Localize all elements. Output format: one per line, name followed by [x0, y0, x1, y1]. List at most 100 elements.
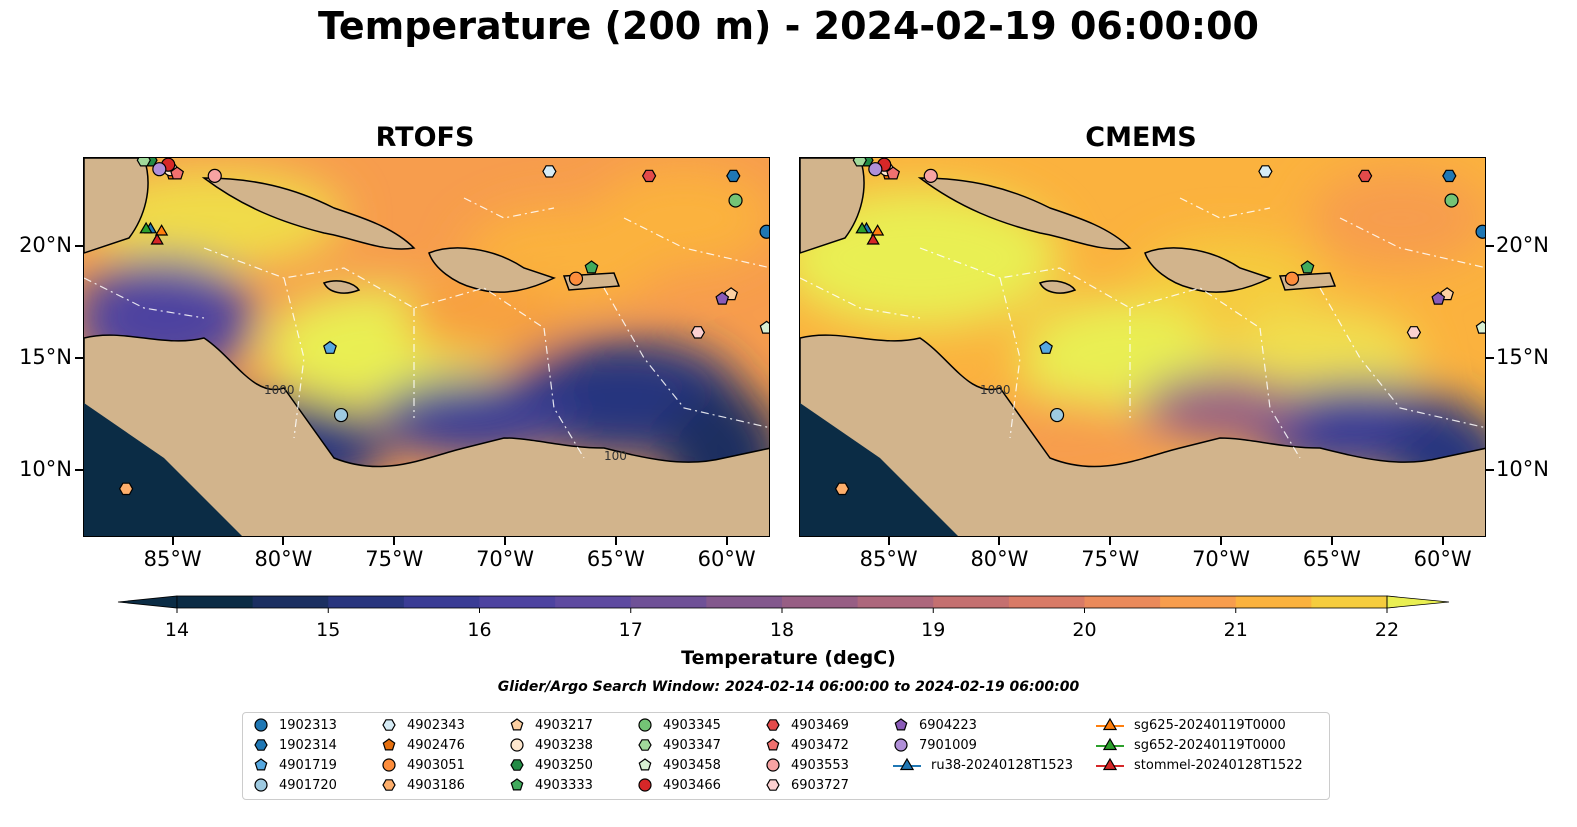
legend-label: 4901720: [279, 777, 337, 793]
rtofs-land-hispaniola: [428, 247, 556, 293]
colorbar-cell: [1311, 596, 1388, 608]
longitude-tick-label: 85°W: [143, 547, 202, 571]
longitude-tick-label: 85°W: [859, 547, 918, 571]
observation-marker: [1049, 407, 1065, 423]
rtofs-land-cuba: [201, 177, 416, 250]
hexagon-marker-icon: [766, 779, 780, 791]
rtofs-contour-label-1: 100: [604, 449, 627, 463]
circle-marker-icon: [766, 758, 780, 772]
observation-marker: [568, 271, 584, 286]
cmems-eez-boundaries: [800, 197, 1485, 459]
observation-marker: [1444, 193, 1459, 208]
observation-marker: [1039, 340, 1053, 354]
legend-entry: 4902343: [381, 715, 465, 735]
colorbar-cell: [555, 596, 632, 608]
latitude-tick-label-right: 10°N: [1496, 456, 1549, 481]
legend-label: sg652-20240119T0000: [1134, 737, 1286, 753]
colorbar-cell: [706, 596, 783, 608]
observation-marker: [1442, 169, 1457, 183]
longitude-tick: [887, 537, 890, 545]
colorbar: 14 15 16 17 18 19 20 21 22: [117, 595, 1450, 641]
triangle-marker-icon: [1096, 717, 1124, 731]
legend-entry: 4903238: [509, 735, 593, 755]
longitude-tick-label: 70°W: [1192, 547, 1251, 571]
observation-marker: [715, 291, 730, 305]
circle-marker-icon: [638, 718, 652, 732]
longitude-tick-label: 60°W: [1413, 547, 1472, 571]
hexagon-marker-icon: [382, 719, 396, 731]
circle-marker-icon: [894, 738, 908, 752]
longitude-tick-label: 80°W: [254, 547, 313, 571]
legend: 1902313 1902314 4901719 4901720 4902343 49024…: [242, 712, 1330, 800]
observation-marker: [152, 162, 167, 177]
colorbar-cell: [857, 596, 934, 608]
colorbar-tick-label: 19: [921, 619, 945, 641]
legend-entry: 6904223: [893, 715, 977, 735]
latitude-tick-right: [1486, 245, 1494, 248]
colorbar-cell: [177, 596, 254, 608]
cmems-land-hispaniola: [1144, 247, 1272, 293]
colorbar-cell: [933, 596, 1010, 608]
observation-marker: [868, 162, 883, 177]
pentagon-marker-icon: [638, 758, 652, 771]
observation-marker: [1475, 224, 1485, 239]
legend-label: 4903217: [535, 717, 593, 733]
legend-entry: 4902476: [381, 735, 465, 755]
longitude-tick: [1330, 537, 1333, 545]
colorbar-label: Temperature (degC): [681, 647, 896, 669]
legend-label: 6903727: [791, 777, 849, 793]
observation-marker: [118, 482, 134, 496]
observation-marker: [870, 224, 885, 236]
legend-entry: 4903333: [509, 775, 593, 795]
panel-title-cmems: CMEMS: [1085, 122, 1197, 153]
panel-title-rtofs: RTOFS: [375, 122, 475, 153]
observation-marker: [136, 158, 151, 167]
observation-marker: [323, 340, 337, 354]
colorbar-ticks: 14 15 16 17 18 19 20 21 22: [165, 608, 1399, 641]
legend-label: 4903466: [663, 777, 721, 793]
legend-label: 4903051: [407, 757, 465, 773]
legend-label: 4903469: [791, 717, 849, 733]
legend-entry: 4903466: [637, 775, 721, 795]
legend-label: 4903458: [663, 757, 721, 773]
observation-marker: [333, 407, 349, 423]
observation-marker: [1357, 169, 1373, 183]
legend-entry: 4903051: [381, 755, 465, 775]
cmems-contour-label-1: 1000: [980, 383, 1011, 397]
legend-entry: 6903727: [765, 775, 849, 795]
colorbar-tick-label: 14: [165, 619, 189, 641]
latitude-tick-left: [75, 468, 83, 471]
legend-label: 4903553: [791, 757, 849, 773]
legend-entry: 4903217: [509, 715, 593, 735]
search-window-text: Glider/Argo Search Window: 2024-02-14 06…: [497, 679, 1080, 695]
colorbar-cell: [328, 596, 405, 608]
longitude-tick: [393, 537, 396, 545]
cmems-map: 1000: [799, 157, 1486, 537]
cmems-land-cuba: [917, 177, 1132, 250]
observation-marker: [866, 232, 880, 245]
colorbar-cells: [117, 595, 1450, 609]
colorbar-cell: [630, 596, 707, 608]
rtofs-map-svg: 100 1000: [84, 158, 769, 536]
observation-marker: [1406, 326, 1422, 339]
colorbar-tick-label: 22: [1375, 619, 1399, 641]
latitude-tick-label-right: 15°N: [1496, 345, 1549, 370]
longitude-tick-label: 65°W: [1302, 547, 1361, 571]
legend-entry: 4903250: [509, 755, 593, 775]
longitude-tick: [1441, 537, 1444, 545]
longitude-tick: [998, 537, 1001, 545]
circle-marker-icon: [638, 778, 652, 792]
legend-label: 4903238: [535, 737, 593, 753]
rtofs-land-jamaica: [322, 280, 361, 294]
hexagon-marker-icon: [766, 719, 780, 731]
colorbar-cell: [403, 596, 480, 608]
cmems-map-svg: 1000: [800, 158, 1485, 536]
colorbar-extend-low: [117, 595, 178, 609]
longitude-tick: [282, 537, 285, 545]
triangle-marker-icon: [1096, 737, 1124, 751]
longitude-tick-label: 70°W: [476, 547, 535, 571]
legend-entry: stommel-20240128T1522: [1096, 755, 1303, 775]
colorbar-tick-label: 17: [619, 619, 643, 641]
longitude-tick: [614, 537, 617, 545]
legend-entry: sg652-20240119T0000: [1096, 735, 1286, 755]
